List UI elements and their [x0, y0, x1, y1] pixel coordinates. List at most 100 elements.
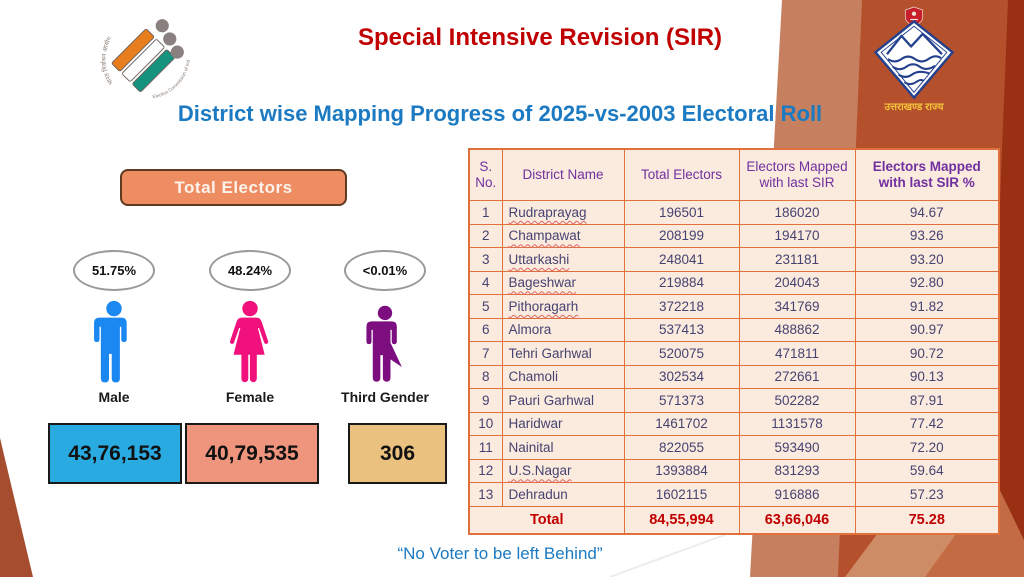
- total-electors-cell: 84,55,994: [623, 505, 740, 534]
- sno-cell: 9: [468, 388, 503, 413]
- female-icon: [221, 299, 279, 387]
- total-electors-cell: 1602115: [623, 482, 740, 507]
- sno-cell: 5: [468, 294, 503, 319]
- district-cell: Rudraprayag: [501, 200, 625, 225]
- state-name-label: उत्तराखण्ड राज्य: [884, 102, 945, 113]
- mapped-cell: 341769: [738, 294, 856, 319]
- percent-cell: 87.91: [854, 388, 1000, 413]
- total-electors-badge-label: Total Electors: [174, 177, 293, 197]
- sno-cell: 10: [468, 411, 503, 436]
- table-row: 8 Chamoli 302534 272661 90.13: [468, 364, 1000, 389]
- total-percent-cell: 75.28: [854, 505, 1000, 534]
- total-electors-cell: 1461702: [623, 411, 740, 436]
- total-mapped-cell: 63,66,046: [738, 505, 856, 534]
- total-electors-cell: 372218: [623, 294, 740, 319]
- table-row: 11 Nainital 822055 593490 72.20: [468, 435, 1000, 460]
- mapped-cell: 231181: [738, 247, 856, 272]
- sno-cell: 7: [468, 341, 503, 366]
- total-electors-cell: 537413: [623, 317, 740, 342]
- district-cell: Haridwar: [501, 411, 625, 436]
- percent-cell: 93.20: [854, 247, 1000, 272]
- table-row: 4 Bageshwar 219884 204043 92.80: [468, 270, 1000, 295]
- mapped-cell: 1131578: [738, 411, 856, 436]
- percent-cell: 93.26: [854, 223, 1000, 248]
- state-wave-icon: [903, 79, 925, 86]
- third-gender-count-box: 306: [348, 423, 447, 484]
- sno-cell: 6: [468, 317, 503, 342]
- total-electors-cell: 248041: [623, 247, 740, 272]
- female-percent-bubble: 48.24%: [209, 250, 291, 291]
- table-row: 6 Almora 537413 488862 90.97: [468, 317, 1000, 342]
- percent-cell: 57.23: [854, 482, 1000, 507]
- district-table: S. No. District Name Total Electors Elec…: [468, 148, 1000, 535]
- total-electors-cell: 219884: [623, 270, 740, 295]
- sno-cell: 11: [468, 435, 503, 460]
- mapped-cell: 471811: [738, 341, 856, 366]
- percent-cell: 90.72: [854, 341, 1000, 366]
- male-column: 51.75% Male: [54, 250, 174, 405]
- percent-cell: 59.64: [854, 458, 1000, 483]
- district-cell: Nainital: [501, 435, 625, 460]
- male-icon: [85, 299, 143, 387]
- sno-cell: 1: [468, 200, 503, 225]
- header-total-electors: Total Electors: [623, 148, 740, 201]
- table-row: 5 Pithoragarh 372218 341769 91.82: [468, 294, 1000, 319]
- district-cell: Almora: [501, 317, 625, 342]
- district-cell: Pithoragarh: [501, 294, 625, 319]
- table-row: 2 Champawat 208199 194170 93.26: [468, 223, 1000, 248]
- total-electors-cell: 208199: [623, 223, 740, 248]
- mapped-cell: 916886: [738, 482, 856, 507]
- table-row: 12 U.S.Nagar 1393884 831293 59.64: [468, 458, 1000, 483]
- mapped-cell: 204043: [738, 270, 856, 295]
- female-percent: 48.24%: [227, 263, 273, 278]
- sno-cell: 8: [468, 364, 503, 389]
- district-cell: Uttarkashi: [501, 247, 625, 272]
- district-cell: Tehri Garhwal: [501, 341, 625, 366]
- sno-cell: 3: [468, 247, 503, 272]
- table-row: 13 Dehradun 1602115 916886 57.23: [468, 482, 1000, 507]
- table-row: 10 Haridwar 1461702 1131578 77.42: [468, 411, 1000, 436]
- total-electors-badge: Total Electors: [120, 169, 347, 206]
- eci-dot-icon: [163, 32, 177, 46]
- third-gender-count: 306: [379, 441, 416, 465]
- header-mapped: Electors Mapped with last SIR: [738, 148, 856, 201]
- district-table-body: 1 Rudraprayag 196501 186020 94.67 2 Champawat 2…: [468, 200, 1000, 507]
- uttarakhand-logo: उत्तराखण्ड राज्य: [862, 6, 966, 114]
- total-electors-cell: 1393884: [623, 458, 740, 483]
- eci-logo: भारत निर्वाचन आयोग Election Commission o…: [97, 2, 202, 102]
- percent-cell: 72.20: [854, 435, 1000, 460]
- state-wave-icon: [892, 63, 936, 71]
- header-sno: S. No.: [468, 148, 503, 201]
- district-cell: Champawat: [501, 223, 625, 248]
- total-electors-cell: 302534: [623, 364, 740, 389]
- total-electors-cell: 822055: [623, 435, 740, 460]
- third-gender-label: Third Gender: [341, 389, 429, 405]
- sno-cell: 12: [468, 458, 503, 483]
- female-column: 48.24% Female: [190, 250, 310, 405]
- sno-cell: 4: [468, 270, 503, 295]
- svg-text:भारत निर्वाचन आयोग: भारत निर्वाचन आयोग: [100, 35, 115, 85]
- total-label-cell: Total: [468, 505, 625, 534]
- district-cell: Dehradun: [501, 482, 625, 507]
- state-wave-icon: [887, 55, 942, 63]
- mapped-cell: 593490: [738, 435, 856, 460]
- third-gender-percent-bubble: <0.01%: [344, 250, 426, 291]
- percent-cell: 77.42: [854, 411, 1000, 436]
- third-gender-column: <0.01% Third Gender: [325, 250, 445, 405]
- percent-cell: 91.82: [854, 294, 1000, 319]
- male-percent: 51.75%: [91, 263, 137, 278]
- table-row: 3 Uttarkashi 248041 231181 93.20: [468, 247, 1000, 272]
- slide-subtitle: District wise Mapping Progress of 2025-v…: [177, 101, 823, 126]
- eci-hindi-arc: भारत निर्वाचन आयोग: [100, 35, 115, 85]
- mapped-cell: 186020: [738, 200, 856, 225]
- mapped-cell: 272661: [738, 364, 856, 389]
- eci-dot-icon: [155, 19, 169, 33]
- total-electors-cell: 196501: [623, 200, 740, 225]
- percent-cell: 90.13: [854, 364, 1000, 389]
- sno-cell: 13: [468, 482, 503, 507]
- total-electors-cell: 520075: [623, 341, 740, 366]
- eci-dot-icon: [170, 45, 184, 59]
- mapped-cell: 194170: [738, 223, 856, 248]
- female-count: 40,79,535: [205, 441, 299, 465]
